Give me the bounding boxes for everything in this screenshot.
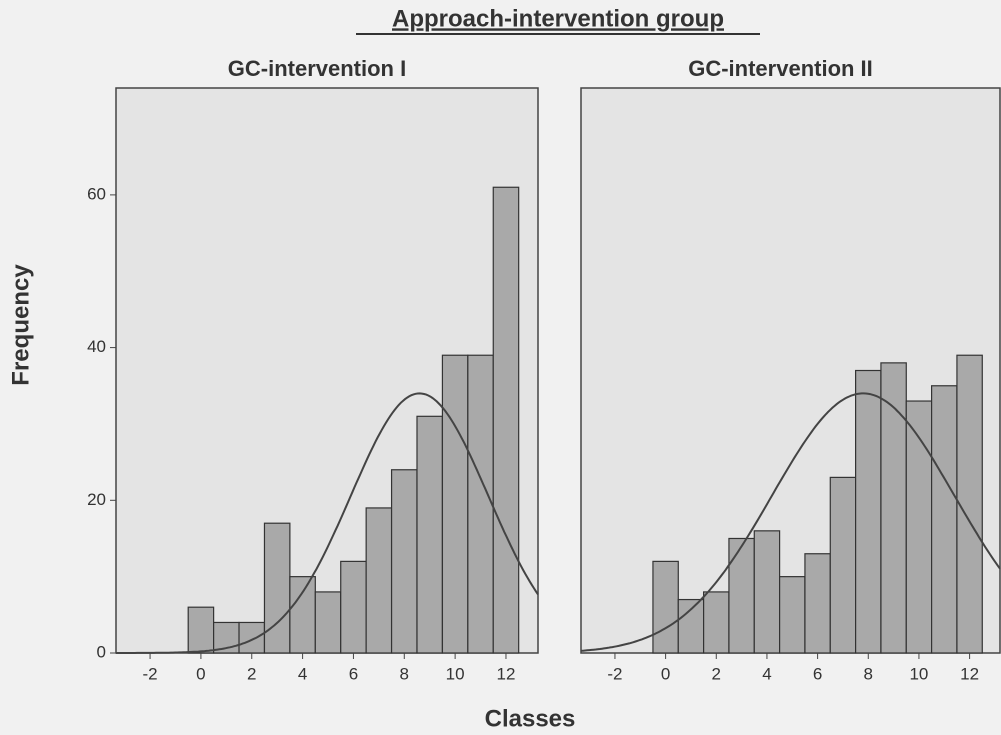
bar [931, 385, 958, 654]
x-tick-label: -2 [143, 664, 158, 683]
bar [390, 469, 418, 654]
x-tick-label: 2 [712, 664, 721, 683]
x-tick-label: 0 [661, 664, 670, 683]
y-tick-label: 20 [87, 490, 106, 509]
x-tick-label: 10 [446, 664, 465, 683]
x-tick-label: 12 [497, 664, 516, 683]
normal-curve [116, 392, 539, 654]
x-axis-label: Classes [485, 705, 576, 732]
x-tick-label: 6 [349, 664, 358, 683]
x-tick-label: 2 [247, 664, 256, 683]
bar [652, 560, 679, 654]
bar [677, 598, 705, 654]
chart-title: Approach-intervention group [392, 5, 724, 32]
bar [956, 354, 983, 654]
x-tick-label: 10 [909, 664, 928, 683]
panel-title: GC-intervention II [688, 56, 873, 81]
bar [365, 507, 393, 654]
x-tick-label: 8 [864, 664, 873, 683]
normal-curve [580, 392, 1001, 652]
x-tick-label: 12 [960, 664, 979, 683]
bar [804, 553, 831, 654]
x-tick-label: 0 [196, 664, 205, 683]
bar [238, 621, 266, 654]
y-tick-label: 40 [87, 337, 106, 356]
bar [779, 576, 806, 654]
bar [441, 354, 469, 654]
y-tick-label: 60 [87, 184, 106, 203]
bar [753, 530, 781, 654]
x-tick-label: -2 [607, 664, 622, 683]
x-tick-label: 4 [298, 664, 307, 683]
bar [314, 591, 342, 654]
panel-title: GC-intervention I [228, 56, 406, 81]
x-tick-label: 4 [762, 664, 771, 683]
bar [703, 591, 730, 654]
y-axis-label: Frequency [7, 264, 34, 386]
x-tick-label: 6 [813, 664, 822, 683]
bar [263, 522, 291, 654]
bar [829, 476, 857, 654]
bar [855, 369, 882, 654]
y-tick-label: 0 [97, 642, 106, 661]
bar [289, 576, 316, 654]
bar [340, 560, 367, 654]
bar [728, 537, 755, 654]
x-tick-label: 8 [400, 664, 409, 683]
bar [416, 415, 444, 654]
bar [467, 354, 494, 654]
bar [187, 606, 215, 654]
bar [492, 186, 520, 654]
